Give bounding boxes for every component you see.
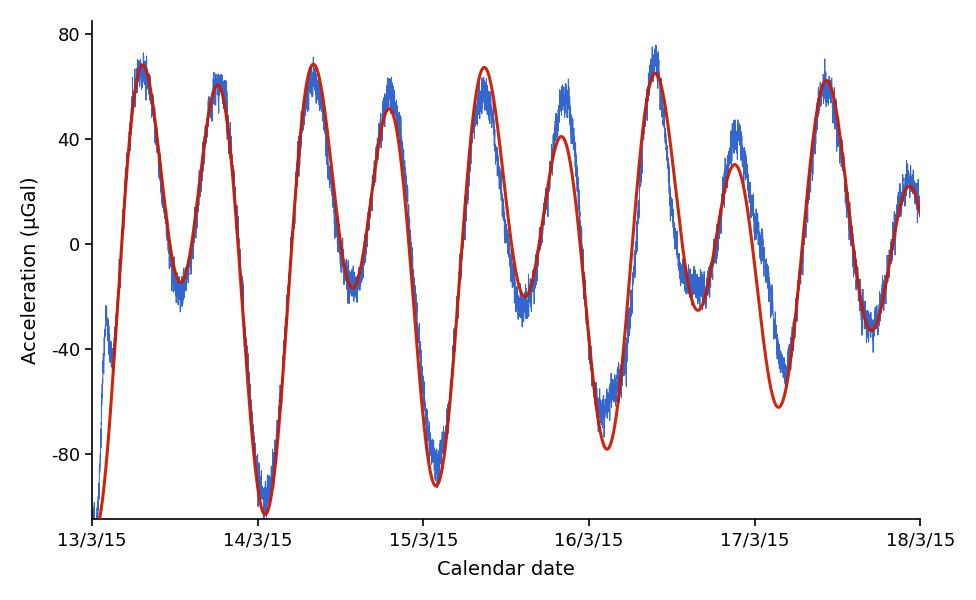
X-axis label: Calendar date: Calendar date xyxy=(437,560,575,579)
Y-axis label: Acceleration (μGal): Acceleration (μGal) xyxy=(20,176,40,364)
